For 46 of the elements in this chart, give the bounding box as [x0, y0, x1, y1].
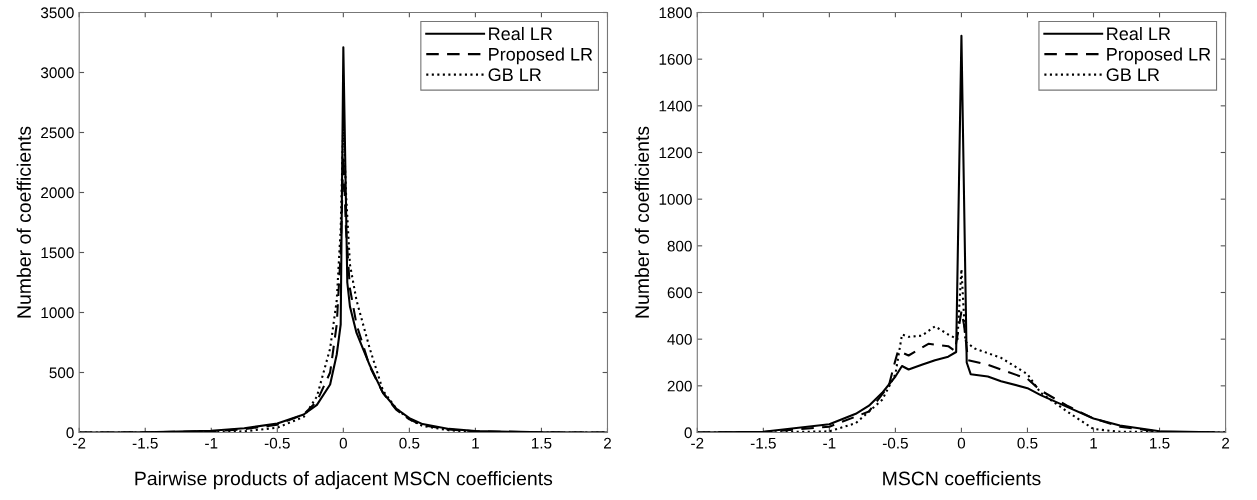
y-tick-label: 1500 — [41, 247, 74, 259]
y-tick-label: 3500 — [40, 7, 74, 19]
legend-label: GB LR — [488, 68, 541, 82]
x-tick-label: -1.5 — [132, 437, 158, 449]
y-tick-label: 400 — [667, 334, 692, 345]
y-tick-label: 600 — [667, 287, 692, 299]
y-tick-label: 500 — [49, 367, 74, 379]
y-tick-label: 0 — [66, 427, 74, 439]
y-tick-label: 2500 — [41, 127, 74, 139]
x-axis-title: Pairwise products of adjacent MSCN coefficients — [135, 471, 553, 490]
legend-label: GB LR — [1106, 68, 1160, 82]
x-tick-label: 1 — [472, 437, 479, 449]
x-tick-label: -0.5 — [264, 437, 290, 449]
x-tick-label: 2 — [604, 437, 611, 449]
y-tick-label: 1200 — [659, 147, 692, 159]
x-tick-label: 1.5 — [1150, 437, 1170, 449]
legend-label: Real LR — [489, 26, 553, 41]
x-tick-label: 0 — [957, 437, 966, 449]
y-tick-label: 3000 — [40, 67, 74, 79]
legend-label: Real LR — [1107, 26, 1171, 41]
y-tick-label: 200 — [667, 380, 692, 392]
x-tick-label: 2 — [1222, 437, 1230, 449]
x-tick-label: 0.5 — [399, 437, 420, 449]
x-tick-label: 0.5 — [1017, 437, 1038, 449]
y-tick-label: 800 — [667, 240, 692, 252]
y-tick-label: 1000 — [659, 194, 692, 205]
x-axis-title: MSCN coefficients — [883, 471, 1041, 486]
legend-label: Proposed LR — [1107, 47, 1211, 65]
y-tick-label: 0 — [684, 427, 692, 439]
y-tick-label: 2000 — [41, 187, 74, 199]
x-tick-label: -1 — [823, 437, 836, 449]
x-tick-label: -1.5 — [750, 437, 776, 449]
y-axis-title: Number of coefficients — [16, 126, 31, 318]
y-tick-label: 1800 — [659, 7, 692, 19]
y-tick-label: 1600 — [659, 54, 692, 65]
x-tick-label: 1.5 — [531, 437, 552, 449]
y-axis-title: Number of coefficients — [634, 126, 650, 318]
y-tick-label: 1000 — [41, 307, 74, 319]
legend-label: Proposed LR — [489, 47, 593, 65]
x-tick-label: 0 — [339, 437, 347, 449]
x-tick-label: -0.5 — [882, 437, 908, 449]
x-tick-label: 1 — [1090, 437, 1098, 449]
y-tick-label: 1400 — [659, 100, 692, 112]
x-tick-label: -1 — [205, 437, 218, 449]
x-tick-label: -2 — [73, 437, 86, 449]
x-tick-label: -2 — [691, 437, 704, 449]
